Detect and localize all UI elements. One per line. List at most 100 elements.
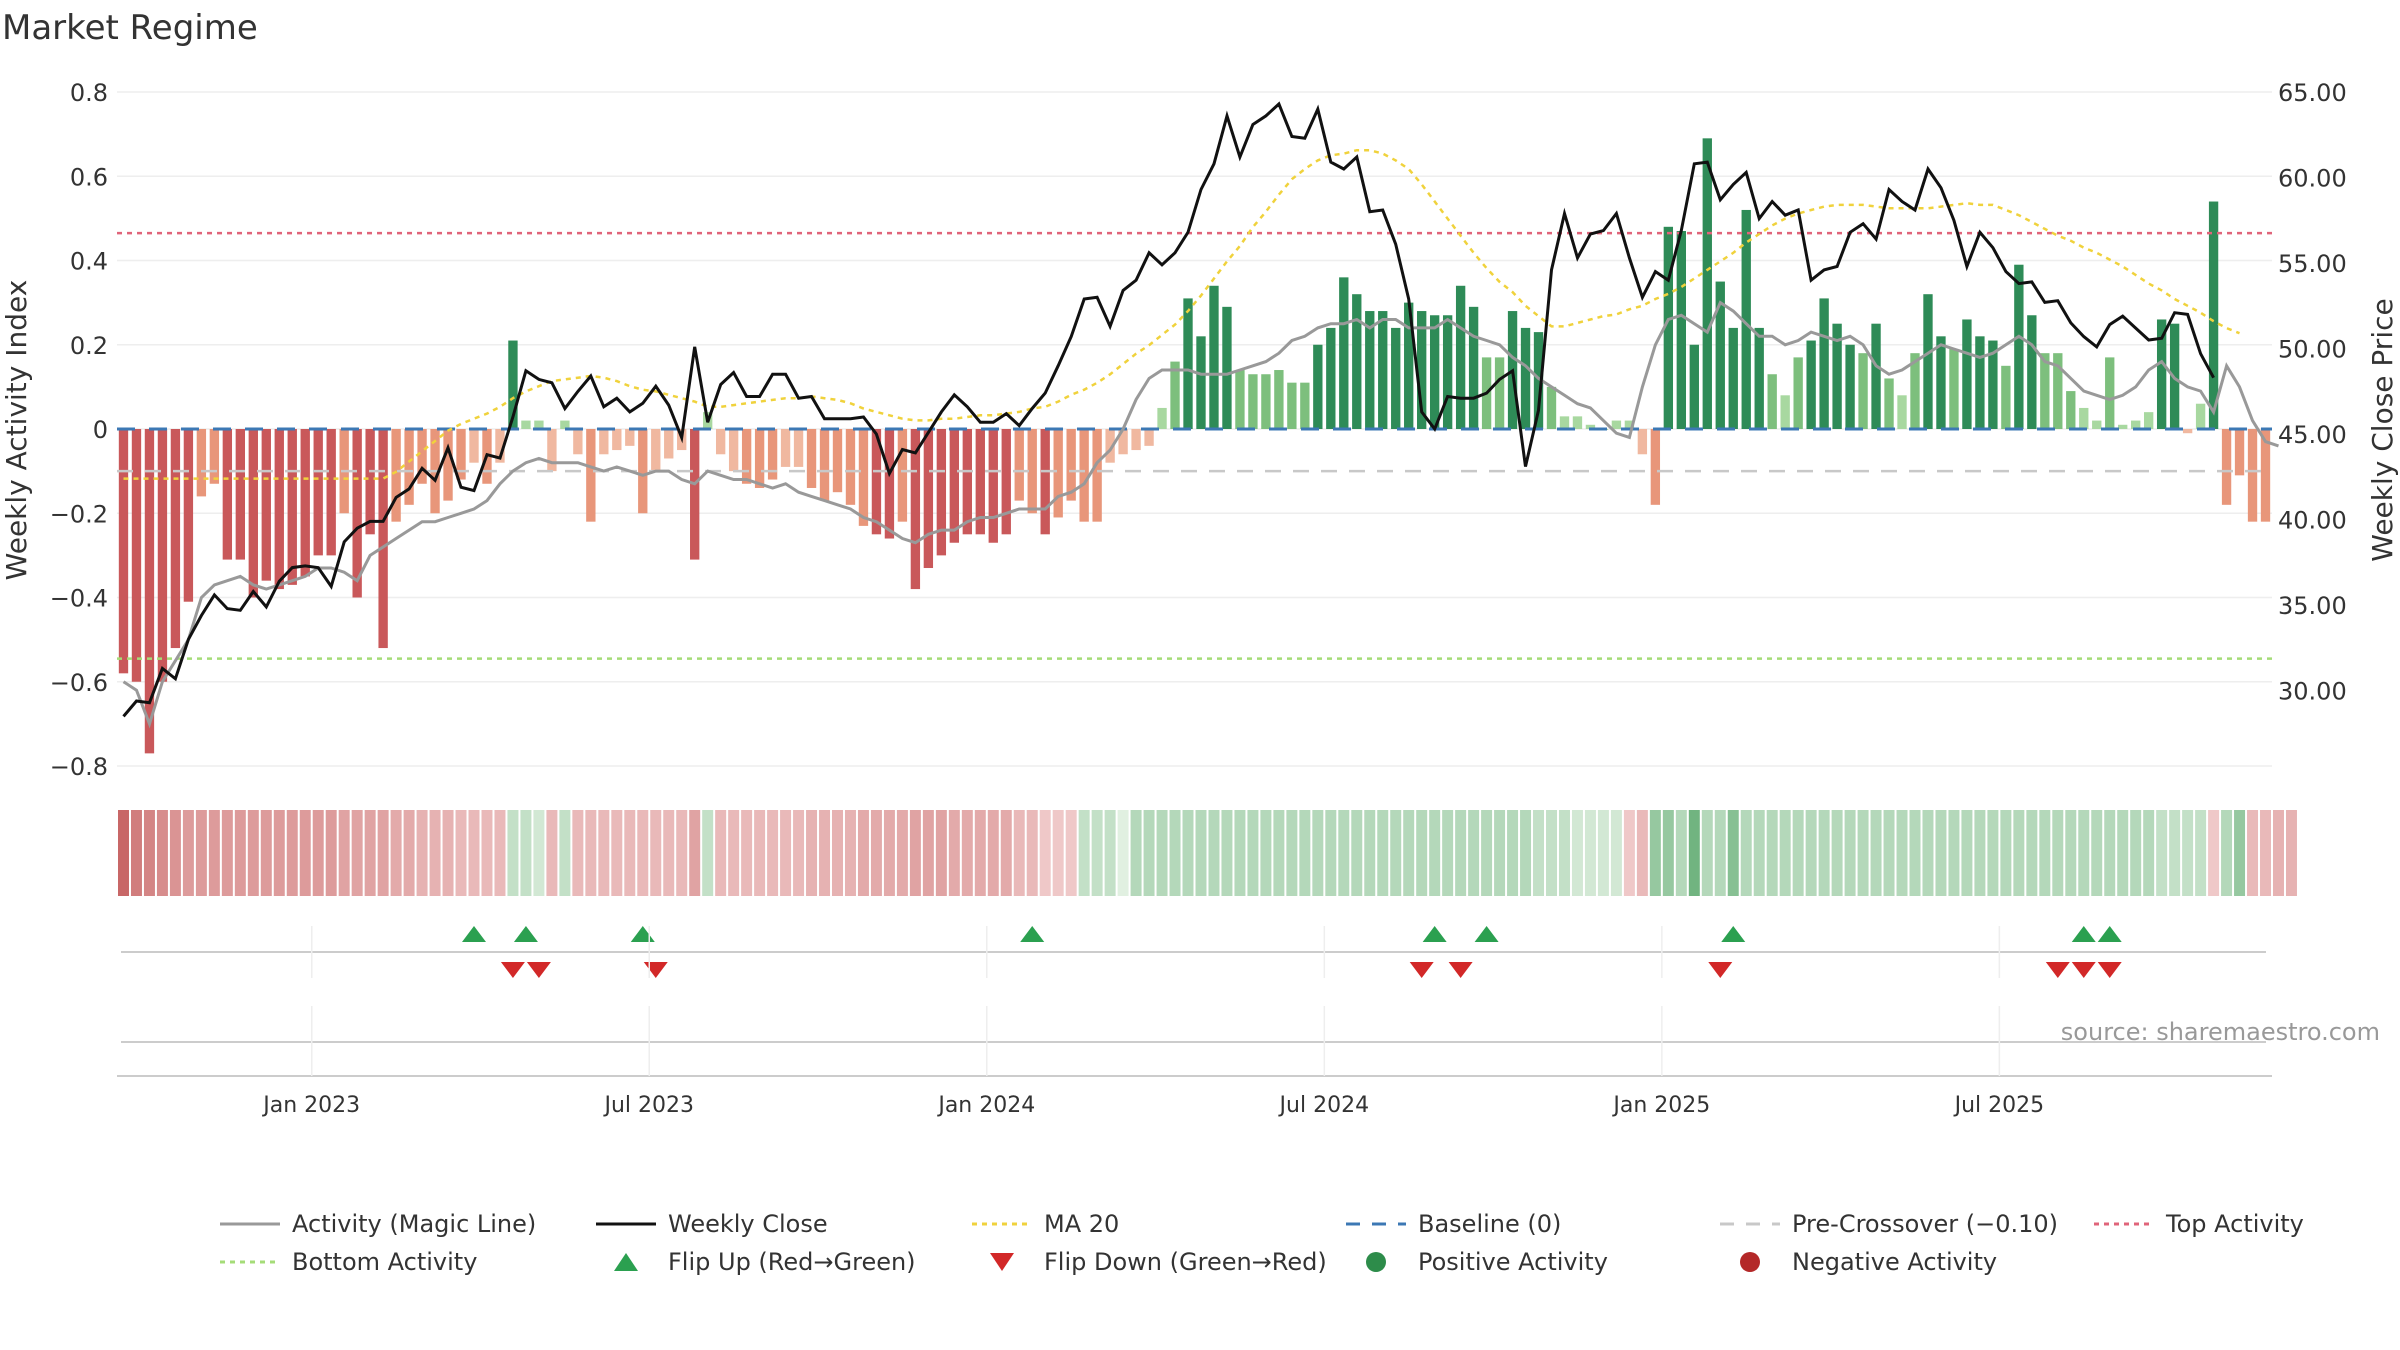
flip-up-marker <box>1422 926 1447 942</box>
activity-bar <box>1975 336 1985 429</box>
regime-cell <box>2013 810 2025 896</box>
regime-cell <box>870 810 882 896</box>
regime-cell <box>2052 810 2064 896</box>
activity-bar <box>235 429 246 560</box>
flip-up-marker <box>1474 926 1499 942</box>
regime-cell <box>1792 810 1804 896</box>
activity-bar <box>1300 382 1310 429</box>
activity-bar <box>1806 340 1816 429</box>
regime-cell <box>2078 810 2090 896</box>
y-tick-left: −0.8 <box>50 753 108 781</box>
gridlines <box>117 91 2272 767</box>
regime-cell <box>1649 810 1661 896</box>
regime-cell <box>1039 810 1051 896</box>
regime-cell <box>1610 810 1622 896</box>
x-tick-label: Jul 2025 <box>1953 1093 2045 1118</box>
activity-bar <box>1663 226 1674 429</box>
x-tick-label: Jan 2025 <box>1611 1093 1710 1118</box>
activity-bar <box>1235 370 1245 429</box>
activity-bar <box>1442 315 1453 429</box>
legend-dot-icon <box>1740 1252 1760 1272</box>
regime-cell <box>844 810 856 896</box>
activity-bar <box>1196 336 1206 429</box>
regime-cell <box>247 810 259 896</box>
activity-bar <box>2156 319 2167 429</box>
regime-cell <box>2091 810 2103 896</box>
regime-cell <box>143 810 155 896</box>
regime-cell <box>1052 810 1064 896</box>
legend-label: Positive Activity <box>1418 1248 1608 1276</box>
activity-bar <box>508 340 518 429</box>
activity-bar <box>741 429 752 484</box>
activity-bar <box>819 429 830 501</box>
activity-bar <box>209 429 220 484</box>
y-axis-left-ticks: 0.8 0.6 0.4 0.2 0 −0.2 −0.4 −0.6 −0.8 <box>50 79 108 781</box>
activity-bar <box>2221 429 2232 505</box>
regime-cell <box>2117 810 2129 896</box>
regime-cell <box>1299 810 1311 896</box>
activity-bar <box>170 429 181 649</box>
regime-cell <box>909 810 921 896</box>
activity-bar <box>1391 327 1401 429</box>
legend-item: MA 20 <box>972 1210 1119 1238</box>
activity-bar <box>1417 311 1427 429</box>
regime-cell <box>1857 810 1869 896</box>
regime-cell <box>1026 810 1038 896</box>
activity-bar <box>1676 231 1686 429</box>
activity-bar <box>1209 285 1219 429</box>
regime-cell <box>1740 810 1752 896</box>
regime-cell <box>1013 810 1025 896</box>
activity-bar <box>1533 332 1544 429</box>
regime-cell <box>1065 810 1077 896</box>
regime-cell <box>948 810 960 896</box>
activity-bar <box>1715 281 1725 429</box>
regime-cell <box>130 810 142 896</box>
activity-bar <box>858 429 869 526</box>
regime-cell <box>533 810 545 896</box>
activity-bar <box>1754 327 1764 429</box>
activity-bar <box>1923 294 1933 429</box>
regime-cell <box>987 810 999 896</box>
activity-bar <box>2027 315 2037 429</box>
regime-cell <box>974 810 986 896</box>
regime-cell <box>1377 810 1389 896</box>
regime-cell <box>351 810 363 896</box>
activity-bar <box>1897 395 1907 429</box>
regime-cell <box>1766 810 1778 896</box>
flip-down-marker <box>1708 962 1733 978</box>
regime-cell <box>169 810 181 896</box>
regime-cell <box>1727 810 1739 896</box>
regime-cell <box>702 810 714 896</box>
regime-cell <box>559 810 571 896</box>
activity-bar <box>378 429 388 649</box>
activity-bar <box>1144 429 1154 446</box>
activity-bar <box>456 429 466 480</box>
regime-cell <box>546 810 558 896</box>
regime-cell <box>2143 810 2155 896</box>
activity-bar <box>2247 429 2258 522</box>
ma20-line <box>123 148 2240 480</box>
activity-bar <box>806 429 817 488</box>
legend-item: Positive Activity <box>1366 1248 1608 1276</box>
activity-bar <box>1455 285 1466 429</box>
regime-cell <box>1909 810 1921 896</box>
activity-bar <box>1949 348 1959 429</box>
regime-cell <box>1688 810 1700 896</box>
regime-cell <box>2273 810 2284 896</box>
y-tick-right: 40.00 <box>2278 507 2347 535</box>
activity-bar <box>248 429 258 598</box>
regime-cell <box>1429 810 1441 896</box>
activity-bar <box>1378 311 1388 429</box>
regime-cell <box>1753 810 1765 896</box>
activity-bar <box>1092 429 1102 522</box>
regime-cell <box>1325 810 1337 896</box>
activity-bar <box>2234 429 2245 476</box>
activity-bar <box>547 429 557 472</box>
regime-cell <box>416 810 428 896</box>
legend-item: Bottom Activity <box>220 1248 477 1276</box>
activity-bar <box>1053 429 1063 518</box>
activity-bar <box>1702 138 1712 429</box>
regime-cell <box>2000 810 2012 896</box>
legend-label: Top Activity <box>2165 1210 2304 1238</box>
activity-bar <box>988 429 998 543</box>
